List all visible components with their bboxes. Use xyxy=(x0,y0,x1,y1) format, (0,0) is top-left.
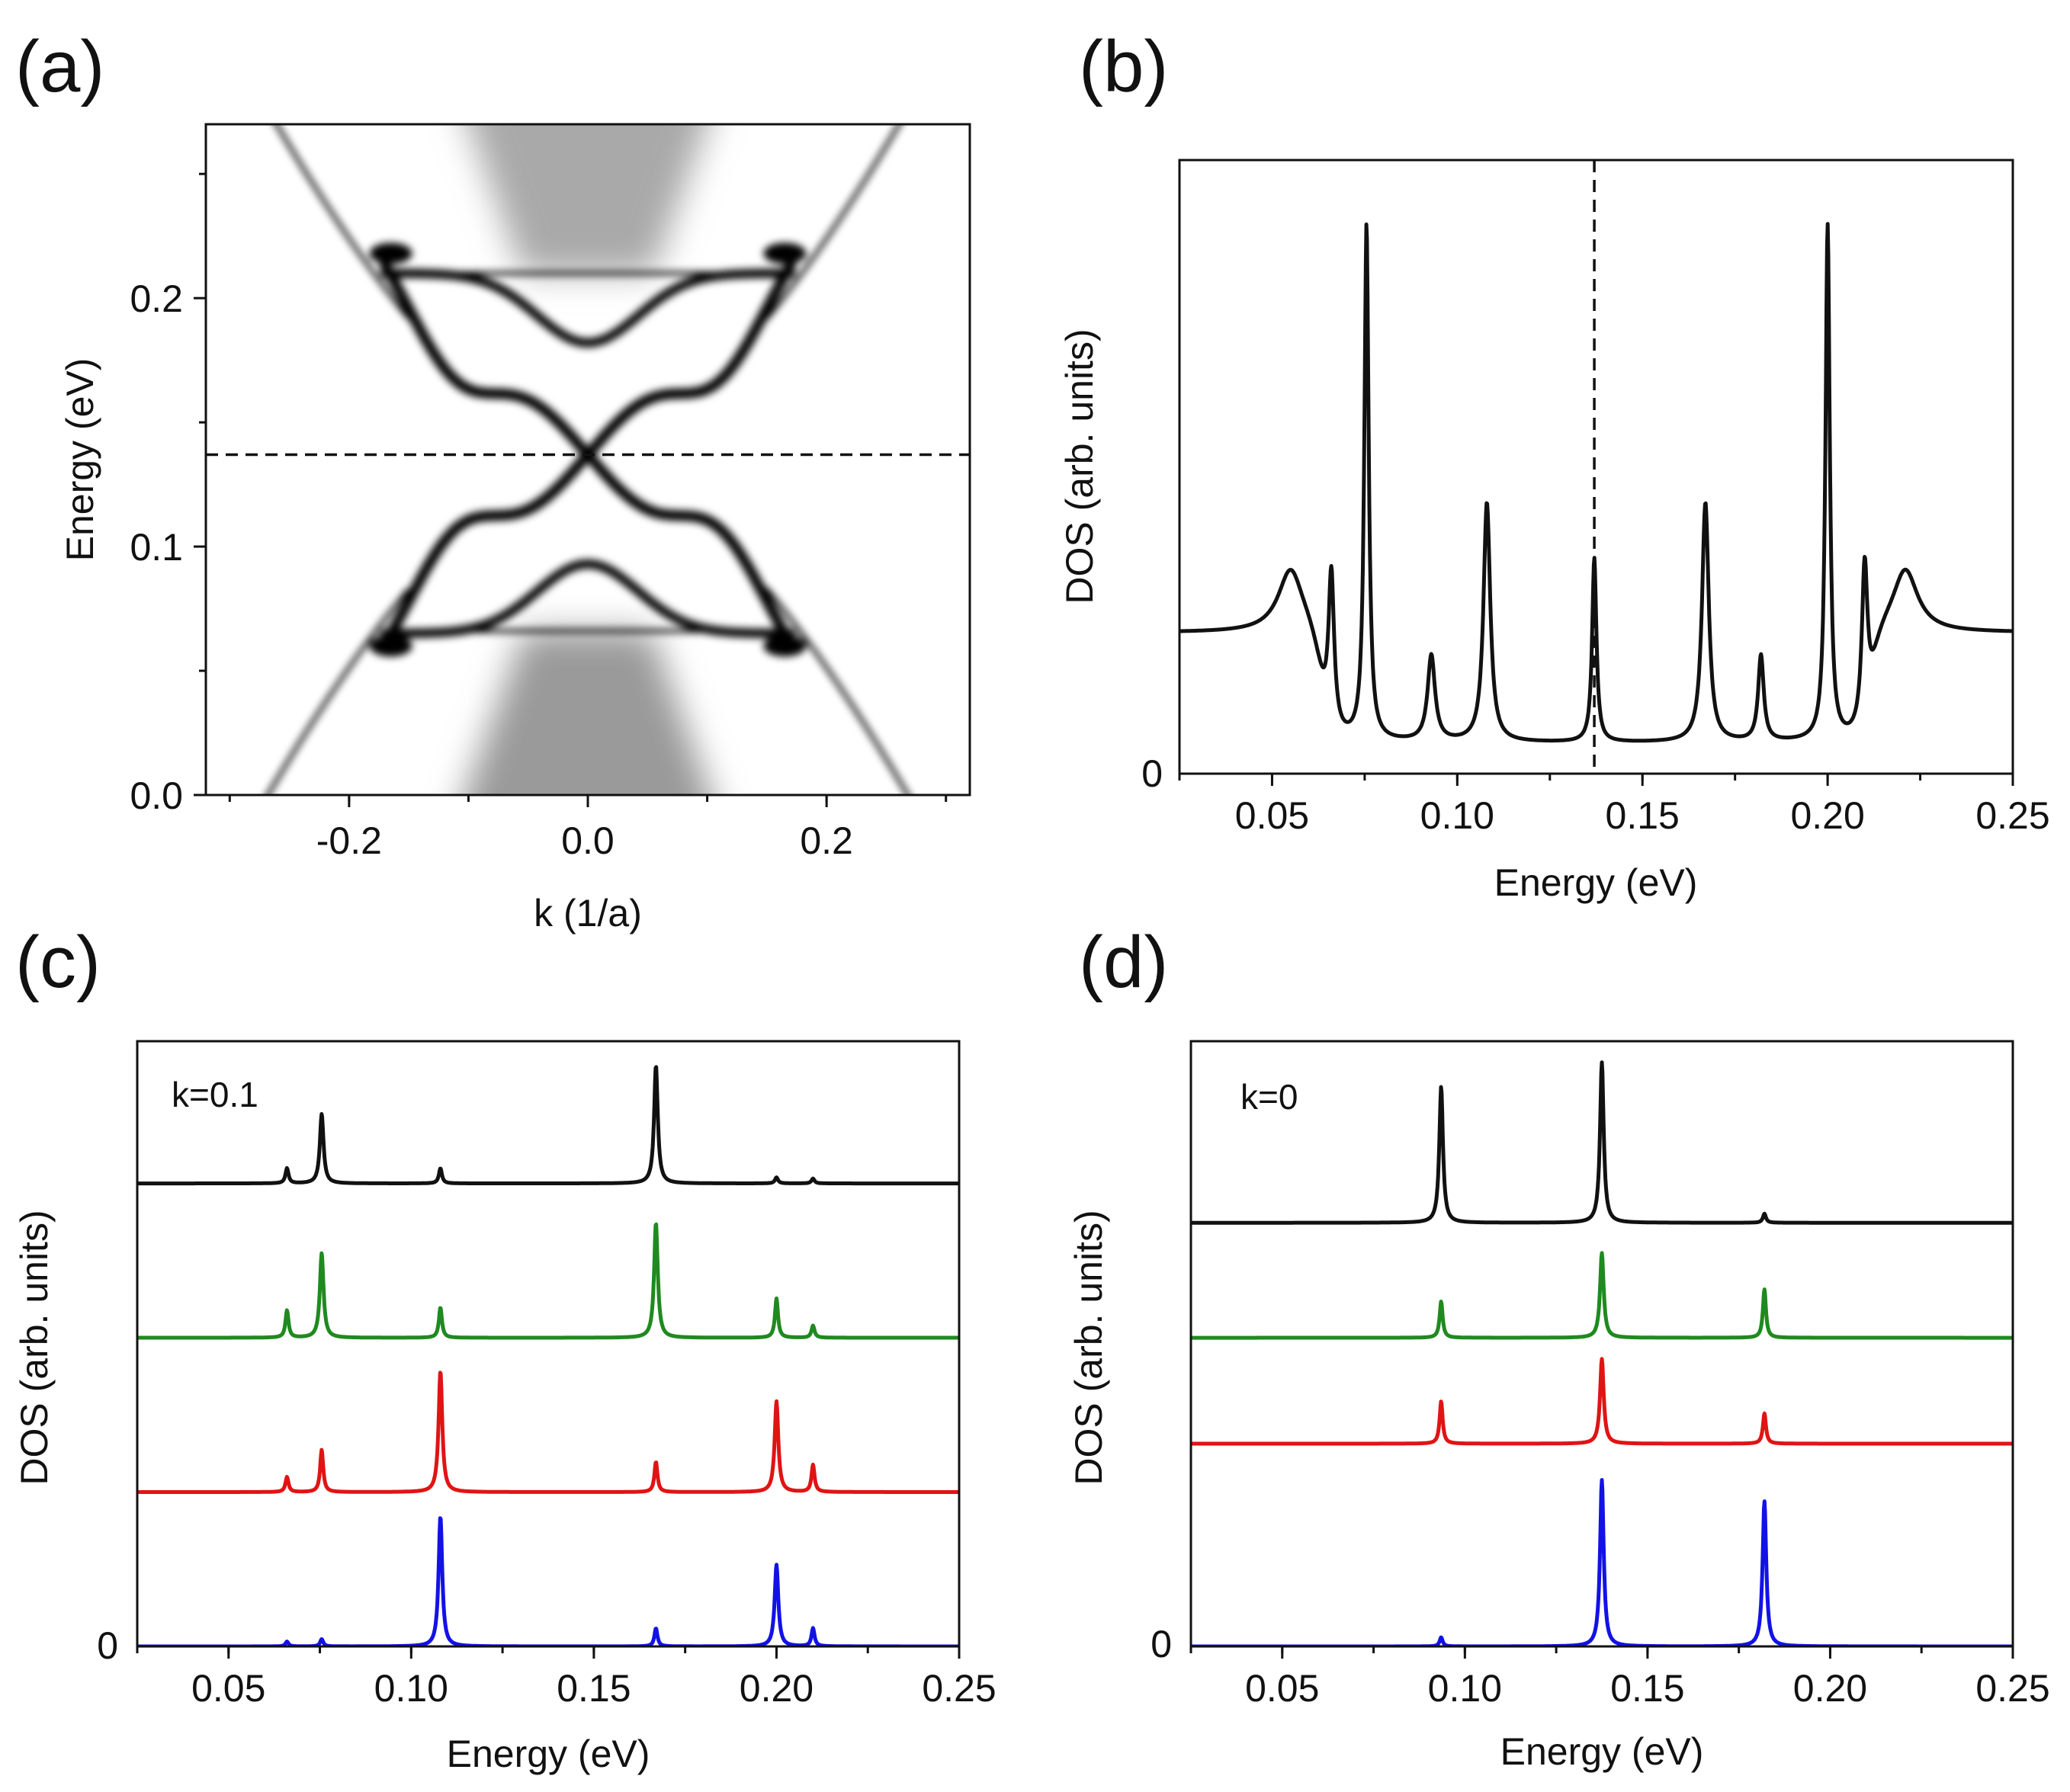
y-tick-labels-a: 0.0 0.1 0.2 xyxy=(130,277,183,817)
axis-ticks-b xyxy=(1178,774,2014,786)
y-axis-title-b: DOS (arb. units) xyxy=(1058,329,1101,604)
x-tick-label: 0.15 xyxy=(1606,794,1680,837)
outer-band-line xyxy=(274,124,411,320)
axis-ticks-c xyxy=(136,1646,961,1659)
band-crossing-blob xyxy=(369,635,412,657)
x-tick-label: 0.05 xyxy=(191,1667,265,1710)
panel-a-band-structure: 0.0 0.1 0.2 -0.2 0.0 0.2 k (1/a) Energy … xyxy=(59,123,971,934)
plot-frame-b xyxy=(1178,159,2014,775)
axis-ticks-d xyxy=(1189,1646,2014,1659)
panel-label-b: (b) xyxy=(1079,26,1168,107)
x-tick-label: 0.20 xyxy=(1790,794,1864,837)
series-black-line xyxy=(137,1065,959,1186)
x-tick-label: 0.10 xyxy=(374,1667,448,1710)
y-tick-label: 0.0 xyxy=(130,774,183,817)
panel-label-c: (c) xyxy=(15,922,101,1003)
panel-c-dos-k01: 0.05 0.10 0.15 0.20 0.25 0 k=0.1 Energy … xyxy=(13,1040,996,1775)
series-DOS-line xyxy=(1179,222,2013,743)
series-green-line xyxy=(1191,1251,2013,1340)
x-tick-label: 0.05 xyxy=(1245,1667,1319,1710)
y-tick-label-zero: 0 xyxy=(1151,1623,1172,1665)
x-tick-label: -0.2 xyxy=(316,819,382,862)
outer-band-line xyxy=(765,124,902,320)
x-tick-label: 0.10 xyxy=(1420,794,1494,837)
x-axis-title-d: Energy (eV) xyxy=(1500,1730,1704,1773)
band-crossing-blob xyxy=(763,635,807,657)
x-tick-label: 0.25 xyxy=(1975,794,2049,837)
panel-b-dos: 0.05 0.10 0.15 0.20 0.25 0 Energy (eV) D… xyxy=(1058,159,2050,904)
panel-label-a: (a) xyxy=(15,26,104,107)
plot-area-c xyxy=(137,1065,959,1646)
band-crossing-blob xyxy=(369,242,412,264)
series-black-line xyxy=(1191,1060,2013,1225)
valence-continuum xyxy=(464,630,711,795)
x-tick-label: 0.0 xyxy=(561,819,615,862)
k-annotation: k=0.1 xyxy=(172,1075,258,1114)
lower-subband xyxy=(380,559,796,639)
x-axis-title-a: k (1/a) xyxy=(534,892,642,934)
outer-band-line xyxy=(765,587,910,795)
series-blue-line xyxy=(1191,1478,2013,1646)
x-tick-label: 0.25 xyxy=(922,1667,996,1710)
surface-state-lower xyxy=(379,451,797,650)
plot-area-d xyxy=(1191,1060,2013,1646)
x-tick-label: 0.05 xyxy=(1235,794,1309,837)
x-tick-label: 0.10 xyxy=(1428,1667,1502,1710)
plot-frame-d xyxy=(1189,1040,2014,1648)
y-tick-label-zero: 0 xyxy=(97,1624,118,1667)
x-axis-title-c: Energy (eV) xyxy=(447,1733,650,1775)
band-crossing-blob xyxy=(763,242,807,264)
x-tick-labels-a: -0.2 0.0 0.2 xyxy=(316,819,853,862)
series-blue-line xyxy=(137,1516,959,1646)
outer-band-line xyxy=(265,588,410,795)
x-tick-labels-b: 0.05 0.10 0.15 0.20 0.25 xyxy=(1235,794,2050,837)
surface-state-upper xyxy=(379,259,797,458)
y-tick-label: 0.2 xyxy=(130,277,183,320)
x-tick-label: 0.15 xyxy=(1610,1667,1684,1710)
band-structure-heatmap xyxy=(265,124,910,795)
x-tick-label: 0.20 xyxy=(1793,1667,1867,1710)
plot-area-b xyxy=(1179,222,2013,743)
band-lines xyxy=(265,124,910,795)
series-red-line xyxy=(1191,1357,2013,1446)
bulk-continuum xyxy=(464,124,711,795)
y-tick-label: 0.1 xyxy=(130,526,183,569)
y-axis-title-d: DOS (arb. units) xyxy=(1067,1210,1110,1485)
panel-d-dos-k0: 0.05 0.10 0.15 0.20 0.25 0 k=0 Energy (e… xyxy=(1067,1040,2050,1773)
panel-label-d: (d) xyxy=(1079,922,1168,1003)
y-axis-title-a: Energy (eV) xyxy=(59,358,101,562)
series-red-line xyxy=(137,1370,959,1494)
plot-frame-c xyxy=(136,1040,961,1648)
k-annotation: k=0 xyxy=(1240,1077,1298,1117)
x-tick-labels-c: 0.05 0.10 0.15 0.20 0.25 xyxy=(191,1667,996,1710)
x-tick-label: 0.15 xyxy=(557,1667,631,1710)
x-axis-title-b: Energy (eV) xyxy=(1494,861,1698,904)
axis-ticks-a xyxy=(194,172,948,807)
upper-subband xyxy=(380,268,796,348)
y-axis-title-c: DOS (arb. units) xyxy=(13,1210,56,1485)
series-green-line xyxy=(137,1222,959,1340)
y-tick-label-zero: 0 xyxy=(1141,752,1163,795)
x-tick-label: 0.2 xyxy=(800,819,853,862)
conduction-continuum xyxy=(468,124,708,274)
x-tick-labels-d: 0.05 0.10 0.15 0.20 0.25 xyxy=(1245,1667,2050,1710)
x-tick-label: 0.25 xyxy=(1975,1667,2049,1710)
x-tick-label: 0.20 xyxy=(740,1667,814,1710)
